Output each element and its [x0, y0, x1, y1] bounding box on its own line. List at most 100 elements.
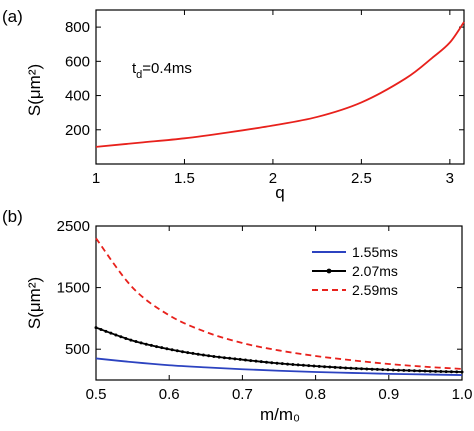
legend-label-0: 1.55ms	[352, 244, 398, 260]
panel-b-series-marker-1	[186, 351, 190, 355]
panel-a-x-tick-label: 2	[269, 170, 277, 187]
panel-b-y-axis-label: S(μm²)	[25, 277, 44, 329]
panel-a-series-line-0	[95, 21, 465, 148]
panel-b-series-marker-1	[160, 346, 164, 350]
panel-b-y-ticks: 500 1500 2500	[57, 218, 462, 358]
panel-b-series-marker-1	[323, 365, 327, 369]
panel-b-series-marker-1	[360, 367, 364, 371]
panel-b-series-marker-1	[144, 342, 148, 346]
panel-b-series-marker-1	[386, 368, 390, 372]
panel-b-y-tick-label: 500	[65, 341, 90, 358]
annotation-subscript: d	[136, 69, 142, 81]
panel-b-series-marker-1	[375, 367, 379, 371]
panel-a-y-tick-label: 600	[65, 53, 90, 70]
panel-b-lines	[94, 237, 464, 376]
panel-b-series-marker-1	[397, 368, 401, 372]
panel-b-series-marker-1	[286, 362, 290, 366]
panel-b-series-marker-1	[149, 343, 153, 347]
panel-b-x-tick-label: 0.6	[159, 386, 180, 403]
panel-b-series-marker-1	[207, 354, 211, 358]
panel-b-series-marker-1	[270, 361, 274, 365]
panel-b-x-tick-label: 1.0	[452, 386, 473, 403]
panel-a: (a) 1 1.5 2 2.5 3 200 400 600 800 q S(μm²) td=0…	[2, 7, 465, 202]
panel-b-series-marker-1	[296, 363, 300, 367]
panel-a-x-tick-label: 3	[446, 170, 454, 187]
panel-b-series-marker-1	[307, 364, 311, 368]
panel-b-y-tick-label: 1500	[57, 280, 90, 297]
legend-label-2: 2.59ms	[352, 282, 398, 298]
panel-b-label: (b)	[2, 207, 23, 226]
panel-b-series-marker-1	[254, 359, 258, 363]
panel-b-series-marker-1	[99, 327, 103, 331]
panel-b-series-marker-1	[264, 360, 268, 364]
panel-b-series-marker-1	[170, 348, 174, 352]
panel-b-series-marker-1	[449, 370, 453, 374]
panel-a-lines	[95, 21, 465, 148]
panel-b-x-ticks: 0.5 0.6 0.7 0.8 0.9 1.0	[86, 226, 473, 403]
panel-a-y-ticks: 200 400 600 800	[65, 19, 464, 139]
panel-b-series-marker-1	[201, 353, 205, 357]
panel-b-series-marker-1	[134, 340, 138, 344]
panel-b-series-marker-1	[243, 358, 247, 362]
panel-b-series-marker-1	[418, 369, 422, 373]
panel-a-y-axis-label: S(μm²)	[25, 64, 44, 116]
panel-b-series-marker-1	[349, 366, 353, 370]
panel-b-series-marker-1	[291, 363, 295, 367]
panel-b-series-marker-1	[180, 350, 184, 354]
panel-b-series-marker-1	[104, 329, 108, 333]
panel-a-axes-frame	[95, 9, 465, 165]
panel-b-series-marker-1	[439, 369, 443, 373]
panel-b-series-marker-1	[94, 326, 98, 330]
legend-label-1: 2.07ms	[352, 263, 398, 279]
panel-b-series-marker-1	[354, 367, 358, 370]
panel-b-series-marker-1	[407, 369, 411, 373]
panel-b-series-marker-1	[338, 366, 342, 370]
panel-b-series-marker-1	[212, 354, 216, 358]
panel-b-series-marker-1	[301, 363, 305, 367]
panel-b-series-marker-1	[259, 360, 263, 364]
panel-b-series-line-2	[95, 237, 463, 370]
panel-b-series-marker-1	[175, 349, 179, 353]
panel-b-series-marker-1	[428, 369, 432, 373]
panel-b-series-marker-1	[412, 369, 416, 373]
panel-b-series-marker-1	[129, 338, 133, 342]
panel-a-label: (a)	[2, 7, 23, 26]
panel-b-series-marker-1	[275, 361, 279, 365]
panel-b-series-marker-1	[333, 365, 337, 369]
panel-b-series-marker-1	[217, 355, 221, 359]
panel-a-y-tick-label: 200	[65, 122, 90, 139]
annotation-suffix: =0.4ms	[142, 60, 192, 77]
panel-b-series-marker-1	[365, 367, 369, 371]
panel-b-series-marker-1	[233, 357, 237, 361]
panel-a-y-tick-label: 800	[65, 19, 90, 36]
panel-b-series-marker-1	[228, 356, 232, 360]
panel-b-series-marker-1	[238, 357, 242, 361]
panel-a-x-axis-label: q	[275, 183, 284, 202]
panel-b-x-tick-label: 0.9	[378, 386, 399, 403]
panel-b-series-marker-1	[328, 365, 332, 369]
panel-b-x-tick-label: 0.5	[86, 386, 107, 403]
panel-b-series-marker-1	[434, 369, 438, 373]
panel-b-series-marker-1	[114, 333, 118, 337]
panel-b-series-line-0	[95, 357, 463, 376]
legend-marker-1	[326, 268, 332, 274]
panel-a-y-tick-label: 400	[65, 88, 90, 105]
panel-b-series-marker-1	[109, 331, 113, 335]
panel-b-series-marker-1	[191, 351, 195, 355]
panel-a-x-tick-label: 2.5	[351, 170, 372, 187]
panel-b-series-marker-1	[222, 356, 226, 360]
panel-b-series-marker-1	[155, 345, 159, 349]
panel-b-series-marker-1	[119, 335, 123, 339]
panel-b-x-tick-label: 0.7	[232, 386, 253, 403]
panel-b-y-tick-label: 2500	[57, 218, 90, 235]
panel-b-x-axis-label: m/m₀	[260, 405, 300, 424]
panel-a-x-tick-label: 1.5	[174, 170, 195, 187]
panel-a-x-ticks: 1 1.5 2 2.5 3	[92, 10, 454, 187]
panel-b-series-marker-1	[423, 369, 427, 373]
panel-b-series-marker-1	[317, 364, 321, 368]
annotation-prefix: t	[132, 60, 137, 77]
panel-b-series-marker-1	[312, 364, 316, 368]
panel-b-series-marker-1	[381, 368, 385, 372]
panel-b-series-marker-1	[344, 366, 348, 370]
